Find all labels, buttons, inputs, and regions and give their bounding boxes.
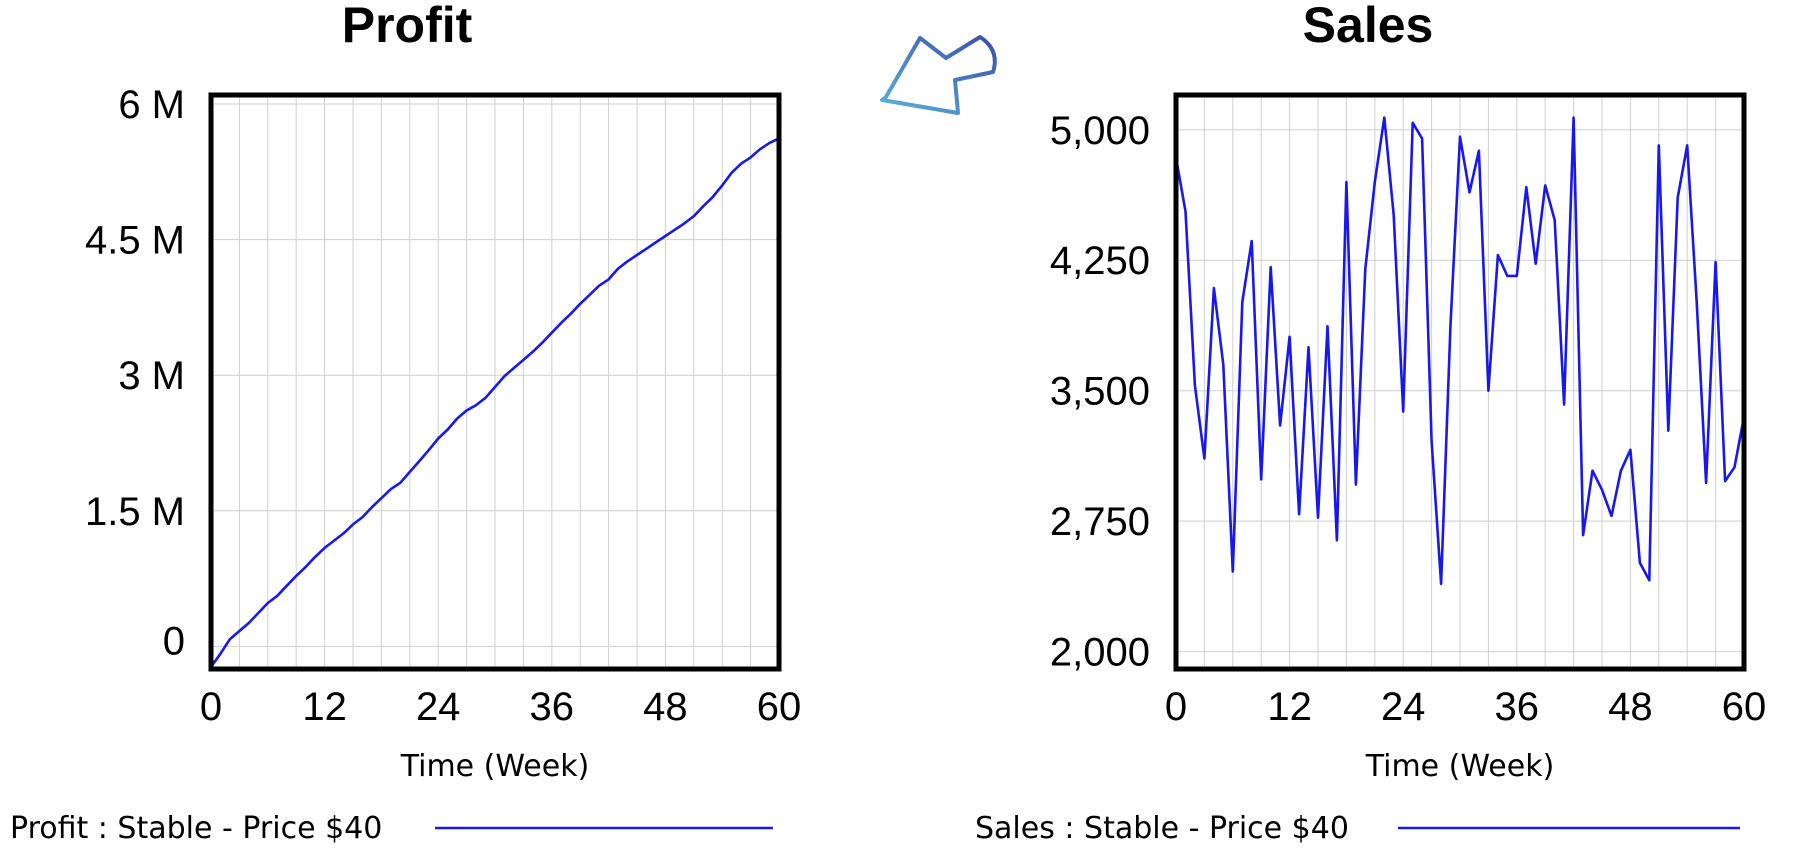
- profit-grid: [211, 95, 779, 669]
- sales-y-tick-label: 5,000: [1050, 109, 1150, 153]
- sales-y-tick-label: 4,250: [1050, 239, 1150, 283]
- sales-y-tick-label: 3,500: [1050, 370, 1150, 414]
- arrow-cursor-icon: [880, 35, 997, 115]
- sales-chart-title: Sales: [1303, 0, 1434, 53]
- profit-x-tick-label: 60: [757, 685, 802, 729]
- profit-chart-title: Profit: [342, 0, 473, 53]
- sales-grid: [1176, 95, 1744, 669]
- profit-y-tick-label: 3 M: [118, 354, 185, 398]
- sales-x-tick-label: 36: [1495, 685, 1540, 729]
- profit-x-tick-label: 12: [302, 685, 347, 729]
- profit-chart: Profit 0 1.5 M 3 M 4.5 M 6 M 0 12 24 36 48 60 Tim…: [85, 0, 801, 784]
- sales-y-ticks: 2,000 2,750 3,500 4,250 5,000: [1050, 109, 1150, 675]
- profit-x-tick-label: 48: [643, 685, 688, 729]
- sales-chart: Sales 2,000 2,750 3,500 4,250 5,000 0 12 24 36 4…: [1050, 0, 1766, 784]
- profit-y-tick-label: 4.5 M: [85, 219, 185, 263]
- sales-x-tick-label: 12: [1267, 685, 1312, 729]
- profit-x-tick-label: 0: [200, 685, 222, 729]
- profit-plot-frame: [208, 92, 782, 672]
- sales-y-tick-label: 2,000: [1050, 631, 1150, 675]
- profit-x-axis-label: Time (Week): [400, 749, 590, 784]
- profit-legend: Profit : Stable - Price $40: [10, 811, 773, 846]
- sales-x-tick-label: 60: [1722, 685, 1767, 729]
- profit-y-ticks: 0 1.5 M 3 M 4.5 M 6 M: [85, 83, 185, 663]
- sales-legend-label: Sales : Stable - Price $40: [975, 811, 1349, 846]
- profit-y-tick-label: 1.5 M: [85, 490, 185, 534]
- profit-x-tick-label: 24: [416, 685, 461, 729]
- profit-y-tick-label: 0: [163, 619, 185, 663]
- sales-x-axis-label: Time (Week): [1365, 749, 1555, 784]
- sales-x-tick-label: 0: [1165, 685, 1187, 729]
- profit-y-tick-label: 6 M: [118, 83, 185, 127]
- profit-legend-label: Profit : Stable - Price $40: [10, 811, 382, 846]
- sales-x-ticks: 0 12 24 36 48 60: [1165, 685, 1766, 729]
- sales-plot-frame: [1173, 92, 1747, 672]
- sales-series-line: [1174, 116, 1746, 586]
- sales-x-tick-label: 24: [1381, 685, 1426, 729]
- sales-legend: Sales : Stable - Price $40: [975, 811, 1740, 846]
- profit-x-tick-label: 36: [530, 685, 575, 729]
- profit-x-ticks: 0 12 24 36 48 60: [200, 685, 801, 729]
- sales-y-tick-label: 2,750: [1050, 500, 1150, 544]
- profit-series-line: [209, 137, 780, 668]
- sales-x-tick-label: 48: [1608, 685, 1653, 729]
